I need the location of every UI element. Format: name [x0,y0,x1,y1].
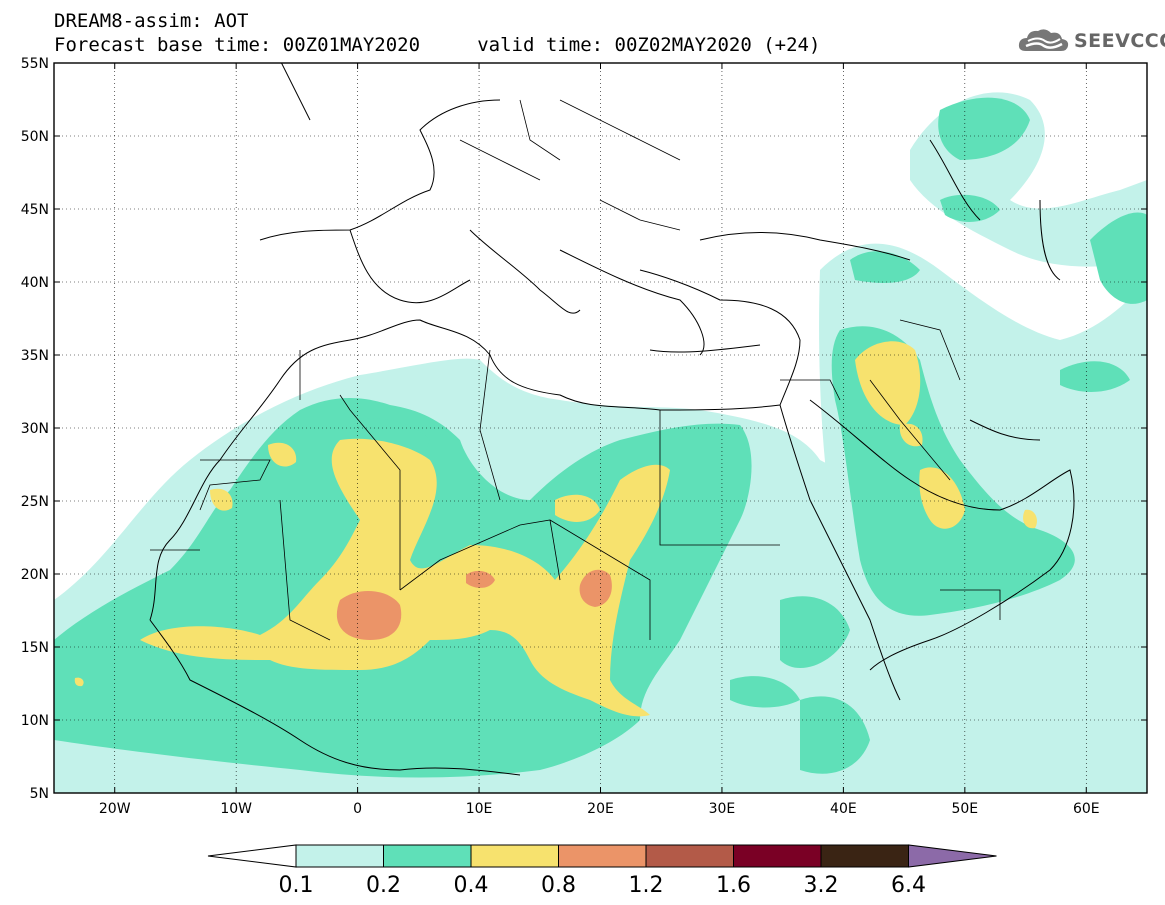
colorbar-high-end [908,844,997,868]
colorbar-label: 0.2 [366,873,401,898]
colorbar-label: 0.8 [541,873,576,898]
colorbar-low-end [207,844,297,868]
longitude-labels: 20W 10W 0 10E 20E 30E 40E 50E 60E [99,801,1100,817]
lon-tick-label: 10W [220,801,252,817]
colorbar [207,844,997,868]
colorbar-labels: 0.1 0.2 0.4 0.8 1.2 1.6 3.2 6.4 [279,873,927,898]
colorbar-box [295,844,384,868]
colorbar-label: 0.4 [454,873,489,898]
cloud-icon [1018,29,1069,51]
axis-ticks [54,62,1147,794]
colorbar-label: 1.6 [716,873,751,898]
lon-tick-label: 30E [709,801,736,817]
lon-tick-label: 0 [353,801,362,817]
latitude-labels: 5N 10N 15N 20N 25N 30N 35N 40N 45N 50N 55N [21,56,49,802]
lat-tick-label: 55N [21,56,49,72]
lat-tick-label: 10N [21,713,49,729]
colorbar-box [470,844,559,868]
colorbar-box [820,844,909,868]
lat-tick-label: 15N [21,640,49,656]
borders [150,99,1001,641]
lon-tick-label: 20E [587,801,614,817]
lon-tick-label: 10E [466,801,493,817]
colorbar-label: 6.4 [891,873,926,898]
lat-tick-label: 20N [21,567,49,583]
lat-tick-label: 40N [21,275,49,291]
aot-band-0.8-1.2 [336,569,612,640]
seevccc-logo: SEEVCCC [1018,26,1165,56]
map-title: DREAM8-assim: AOT [54,10,249,32]
colorbar-box [733,844,822,868]
colorbar-box [558,844,647,868]
logo-text: SEEVCCC [1074,30,1165,52]
colorbar-label: 0.1 [279,873,314,898]
lat-tick-label: 5N [30,786,49,802]
lon-tick-label: 20W [99,801,131,817]
lon-tick-label: 50E [951,801,978,817]
colorbar-label: 3.2 [804,873,839,898]
aot-band-0.4-0.8 [74,341,1037,717]
lon-tick-label: 60E [1073,801,1100,817]
lat-tick-label: 50N [21,129,49,145]
lat-tick-label: 45N [21,202,49,218]
colorbar-box [383,844,472,868]
lon-tick-label: 40E [830,801,857,817]
gridlines [54,63,1147,793]
lat-tick-label: 25N [21,494,49,510]
lat-tick-label: 30N [21,421,49,437]
colorbar-box [645,844,734,868]
lat-tick-label: 35N [21,348,49,364]
colorbar-label: 1.2 [629,873,664,898]
forecast-times: Forecast base time: 00Z01MAY2020 valid t… [54,34,821,56]
